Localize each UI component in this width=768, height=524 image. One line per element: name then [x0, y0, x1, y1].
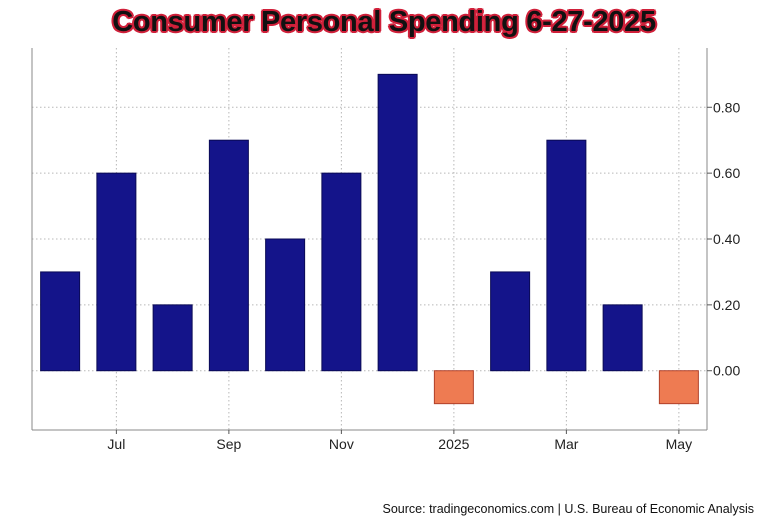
bar-dec-2024 — [377, 73, 418, 372]
x-tick-label: Jul — [107, 436, 125, 452]
bar-nov-2024 — [321, 172, 362, 372]
y-tick-label: 0.40 — [713, 231, 740, 247]
source-note: Source: tradingeconomics.com | U.S. Bure… — [382, 502, 754, 516]
bars — [40, 73, 699, 405]
y-tick-label: 0.80 — [713, 99, 740, 115]
bar-apr-2025 — [602, 304, 643, 372]
y-tick-label: 0.20 — [713, 297, 740, 313]
axes — [31, 48, 712, 434]
bar-mar-2025 — [546, 139, 587, 372]
bar-chart: 0.00 0.20 0.40 0.60 0.80 Jul Sep Nov 2025 Mar May — [31, 48, 740, 452]
bar-sep-2024 — [208, 139, 249, 372]
x-tick-label: May — [666, 436, 692, 452]
y-tick-labels: 0.00 0.20 0.40 0.60 0.80 — [713, 99, 740, 378]
x-tick-label: Mar — [554, 436, 578, 452]
chart-title: Consumer Personal Spending 6-27-2025 — [112, 6, 656, 38]
bar-jan-2025 — [433, 370, 474, 405]
x-tick-label: Nov — [329, 436, 354, 452]
y-tick-label: 0.00 — [713, 363, 740, 379]
x-tick-label: Sep — [216, 436, 241, 452]
bar-jul-2024 — [96, 172, 137, 372]
bar-aug-2024 — [152, 304, 193, 372]
x-tick-label: 2025 — [438, 436, 469, 452]
bar-jun-2024 — [40, 271, 81, 372]
bar-oct-2024 — [265, 238, 306, 372]
bar-feb-2025 — [490, 271, 531, 372]
x-tick-labels: Jul Sep Nov 2025 Mar May — [107, 436, 692, 452]
bar-may-2025 — [658, 370, 699, 405]
grid-lines — [32, 48, 707, 430]
y-tick-label: 0.60 — [713, 165, 740, 181]
